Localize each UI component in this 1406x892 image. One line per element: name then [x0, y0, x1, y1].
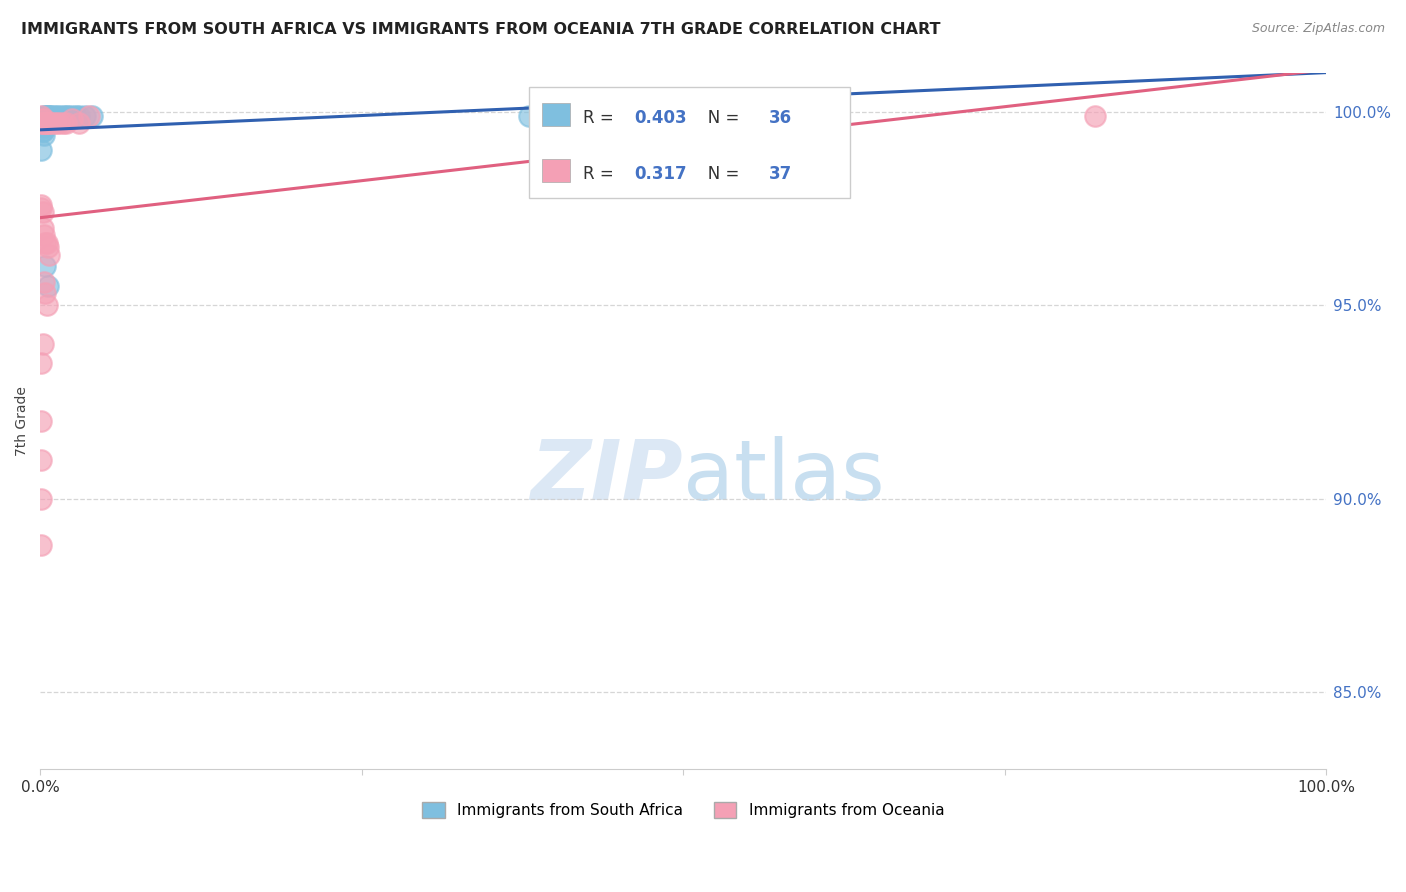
Point: [30, 197, 52, 211]
Point: [32, 116, 55, 130]
Text: atlas: atlas: [683, 436, 884, 517]
Point: [31, 336, 53, 351]
Point: [67, 116, 90, 130]
Point: [30, 202, 52, 216]
Text: R =: R =: [582, 165, 619, 183]
Point: [30, 414, 52, 428]
Point: [31, 124, 53, 138]
Point: [38, 109, 60, 123]
Text: 36: 36: [769, 109, 793, 127]
Text: Source: ZipAtlas.com: Source: ZipAtlas.com: [1251, 22, 1385, 36]
Point: [37, 109, 59, 123]
Point: [52, 116, 75, 130]
Point: [517, 109, 540, 123]
Point: [80, 109, 103, 123]
Point: [32, 128, 55, 142]
Point: [60, 112, 83, 127]
Point: [37, 240, 59, 254]
Point: [30, 491, 52, 506]
Text: IMMIGRANTS FROM SOUTH AFRICA VS IMMIGRANTS FROM OCEANIA 7TH GRADE CORRELATION CH: IMMIGRANTS FROM SOUTH AFRICA VS IMMIGRAN…: [21, 22, 941, 37]
Point: [34, 260, 56, 274]
Point: [55, 109, 77, 123]
Point: [67, 109, 90, 123]
Point: [30, 112, 52, 127]
Bar: [541, 159, 569, 182]
Point: [39, 116, 62, 130]
Point: [30, 116, 52, 130]
Point: [31, 112, 53, 127]
Point: [37, 116, 59, 130]
Point: [32, 116, 55, 130]
Point: [34, 116, 56, 130]
Point: [42, 109, 65, 123]
Point: [32, 275, 55, 289]
Legend: Immigrants from South Africa, Immigrants from Oceania: Immigrants from South Africa, Immigrants…: [416, 797, 950, 824]
Point: [42, 116, 65, 130]
Point: [35, 112, 58, 127]
Point: [42, 112, 65, 127]
Point: [55, 116, 77, 130]
Point: [48, 116, 70, 130]
Point: [45, 109, 67, 123]
Point: [31, 116, 53, 130]
Point: [65, 109, 87, 123]
Point: [37, 112, 59, 127]
Point: [41, 112, 63, 127]
Point: [34, 112, 56, 127]
Point: [38, 248, 60, 262]
Point: [32, 120, 55, 135]
Point: [30, 356, 52, 370]
Text: 0.403: 0.403: [634, 109, 688, 127]
Point: [31, 205, 53, 219]
Point: [30, 144, 52, 158]
Point: [77, 109, 100, 123]
Point: [34, 236, 56, 251]
Point: [32, 112, 55, 127]
Point: [37, 278, 59, 293]
Point: [58, 109, 80, 123]
Point: [30, 109, 52, 123]
Point: [35, 298, 58, 312]
Text: R =: R =: [582, 109, 619, 127]
Point: [60, 109, 83, 123]
Text: 37: 37: [769, 165, 793, 183]
Point: [48, 109, 70, 123]
Point: [31, 124, 53, 138]
Text: N =: N =: [692, 165, 745, 183]
Point: [34, 109, 56, 123]
Point: [1084, 109, 1107, 123]
Point: [35, 236, 58, 251]
Point: [34, 116, 56, 130]
Point: [38, 112, 60, 127]
Point: [30, 538, 52, 552]
Y-axis label: 7th Grade: 7th Grade: [15, 386, 30, 456]
Bar: [541, 103, 569, 127]
Point: [30, 453, 52, 467]
Text: 0.317: 0.317: [634, 165, 688, 183]
Text: ZIP: ZIP: [530, 436, 683, 517]
Point: [52, 109, 75, 123]
Point: [45, 112, 67, 127]
Point: [31, 220, 53, 235]
Point: [75, 109, 97, 123]
FancyBboxPatch shape: [529, 87, 851, 198]
Point: [39, 109, 62, 123]
Point: [35, 116, 58, 130]
Point: [34, 286, 56, 301]
Point: [32, 109, 55, 123]
Text: N =: N =: [692, 109, 745, 127]
Point: [32, 228, 55, 243]
Point: [45, 116, 67, 130]
Point: [35, 116, 58, 130]
Point: [35, 109, 58, 123]
